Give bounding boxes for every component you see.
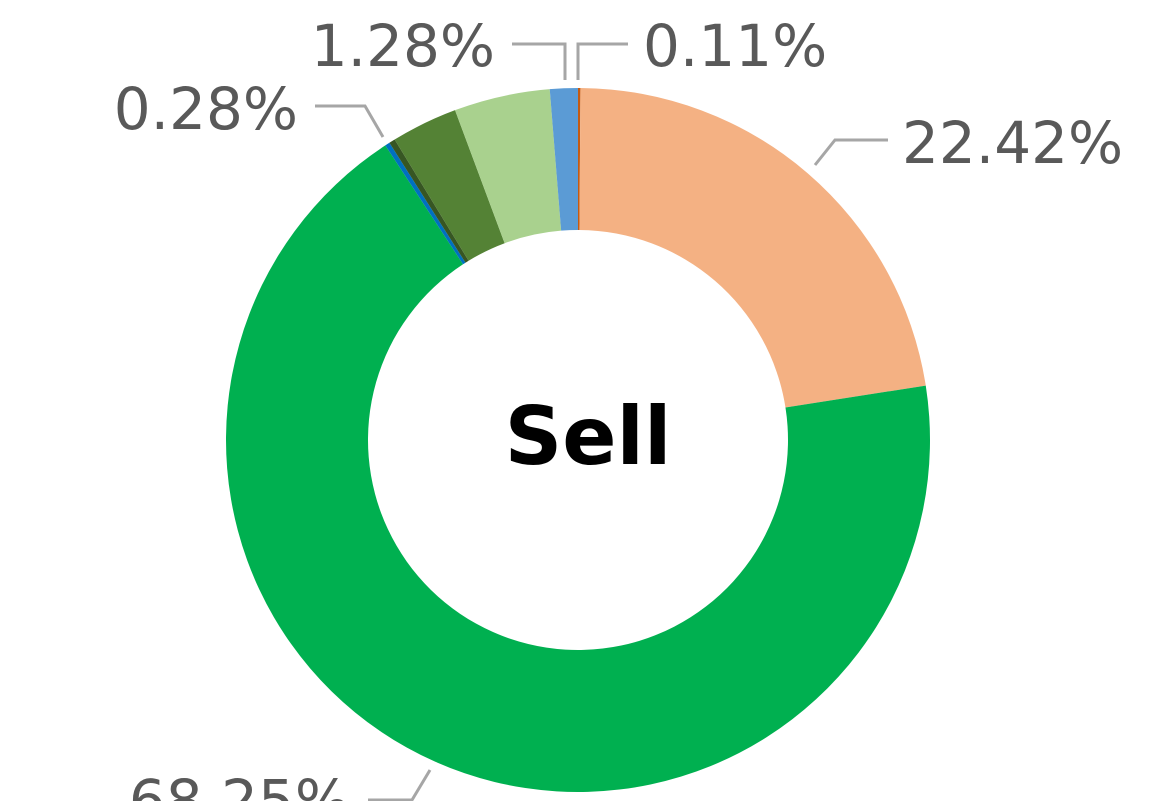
center-label: Sell bbox=[505, 390, 672, 483]
leader-line bbox=[576, 42, 628, 80]
donut-segment bbox=[394, 110, 505, 261]
donut-segment bbox=[226, 145, 931, 792]
data-label: 22.42% bbox=[902, 109, 1123, 177]
leader-line bbox=[368, 769, 432, 801]
data-label: 68.25% bbox=[129, 767, 350, 801]
donut-segment bbox=[455, 89, 562, 244]
data-label: 1.28% bbox=[311, 12, 495, 80]
leader-line bbox=[315, 104, 385, 138]
donut-segment bbox=[549, 88, 578, 231]
leader-line bbox=[813, 138, 888, 166]
donut-segment bbox=[385, 142, 466, 265]
leader-line bbox=[512, 42, 567, 80]
data-label: 0.11% bbox=[643, 12, 827, 80]
donut-segment bbox=[578, 88, 581, 231]
donut-segment bbox=[389, 139, 469, 263]
data-label: 0.28% bbox=[114, 75, 298, 143]
donut-segment bbox=[579, 88, 926, 408]
